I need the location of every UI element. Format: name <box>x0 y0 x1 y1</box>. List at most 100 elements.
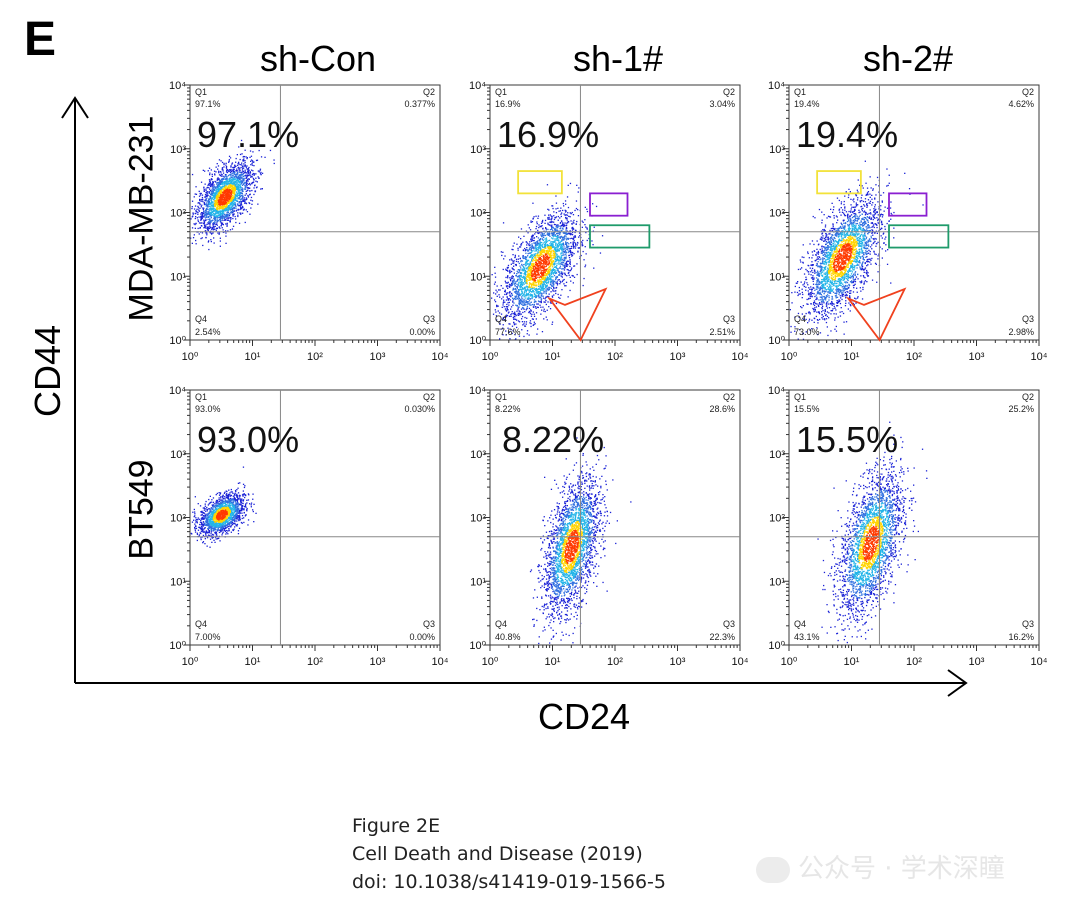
event-point <box>221 196 223 198</box>
event-point <box>545 227 547 230</box>
big-percent-label: 97.1% <box>197 114 299 155</box>
event-point <box>573 265 576 267</box>
event-point <box>239 184 242 186</box>
event-point <box>215 215 217 218</box>
event-point <box>247 178 249 181</box>
event-point <box>542 265 544 268</box>
event-point <box>238 174 240 176</box>
event-point <box>556 226 558 228</box>
event-point <box>521 264 523 267</box>
event-point <box>554 229 556 231</box>
event-point <box>506 286 508 288</box>
event-point <box>518 282 520 284</box>
event-point <box>571 227 573 229</box>
event-point <box>502 287 504 289</box>
event-point <box>252 177 255 180</box>
event-point <box>191 227 194 229</box>
event-point <box>515 323 517 325</box>
event-point <box>245 202 247 204</box>
event-point <box>529 312 532 315</box>
event-point <box>548 288 550 290</box>
event-point <box>230 170 233 173</box>
event-point <box>526 247 528 249</box>
event-point <box>564 238 566 240</box>
event-point <box>539 264 541 266</box>
x-tick-label: 10² <box>307 351 323 363</box>
event-point <box>545 262 548 264</box>
event-point <box>221 202 223 204</box>
event-point <box>260 188 262 190</box>
event-point <box>199 194 202 196</box>
event-point <box>515 318 517 321</box>
event-point <box>552 250 555 252</box>
event-point <box>247 196 250 198</box>
event-point <box>215 192 217 194</box>
event-point <box>524 295 527 297</box>
event-point <box>548 260 551 262</box>
event-point <box>505 334 507 336</box>
event-point <box>251 174 254 176</box>
event-point <box>234 166 236 168</box>
event-point <box>519 312 521 315</box>
event-point <box>502 316 505 319</box>
event-point <box>537 232 539 234</box>
event-point <box>516 280 519 282</box>
event-point <box>528 303 530 305</box>
event-point <box>582 250 584 253</box>
event-point <box>211 226 213 228</box>
event-point <box>545 227 547 229</box>
event-point <box>559 236 561 238</box>
event-point <box>571 211 573 214</box>
event-point <box>515 275 518 277</box>
event-point <box>534 245 537 247</box>
event-point <box>206 192 208 194</box>
event-point <box>511 282 513 284</box>
event-point <box>510 276 513 278</box>
event-point <box>237 198 239 200</box>
event-point <box>569 276 571 278</box>
event-point <box>223 162 225 165</box>
event-point <box>545 250 547 252</box>
event-point <box>528 285 531 287</box>
event-point <box>214 221 216 223</box>
event-point <box>527 288 529 290</box>
event-point <box>535 287 537 290</box>
event-point <box>517 296 520 298</box>
event-point <box>556 237 558 239</box>
event-point <box>507 275 509 277</box>
event-point <box>225 218 227 220</box>
event-point <box>243 172 245 174</box>
event-point <box>545 316 547 318</box>
event-point <box>520 238 522 240</box>
event-point <box>494 299 496 301</box>
event-point <box>209 219 211 222</box>
event-point <box>537 243 539 245</box>
event-point <box>191 242 193 244</box>
event-point <box>237 197 239 199</box>
event-point <box>565 246 567 248</box>
event-point <box>231 177 233 179</box>
event-point <box>197 220 200 223</box>
event-point <box>201 214 203 216</box>
event-point <box>526 302 528 304</box>
event-point <box>255 159 258 162</box>
event-point <box>213 226 215 229</box>
event-point <box>219 195 221 197</box>
event-point <box>550 261 552 263</box>
event-point <box>566 214 568 216</box>
event-point <box>218 194 220 196</box>
event-point <box>570 233 572 235</box>
event-point <box>518 293 520 296</box>
event-point <box>538 265 540 268</box>
event-point <box>200 216 202 218</box>
event-point <box>207 191 209 193</box>
event-point <box>240 203 242 205</box>
event-point <box>508 331 510 333</box>
event-point <box>549 265 551 267</box>
event-point <box>543 265 545 267</box>
event-point <box>538 295 540 297</box>
event-point <box>222 172 225 174</box>
event-point <box>255 173 257 175</box>
event-point <box>539 262 541 264</box>
event-point <box>514 256 516 258</box>
